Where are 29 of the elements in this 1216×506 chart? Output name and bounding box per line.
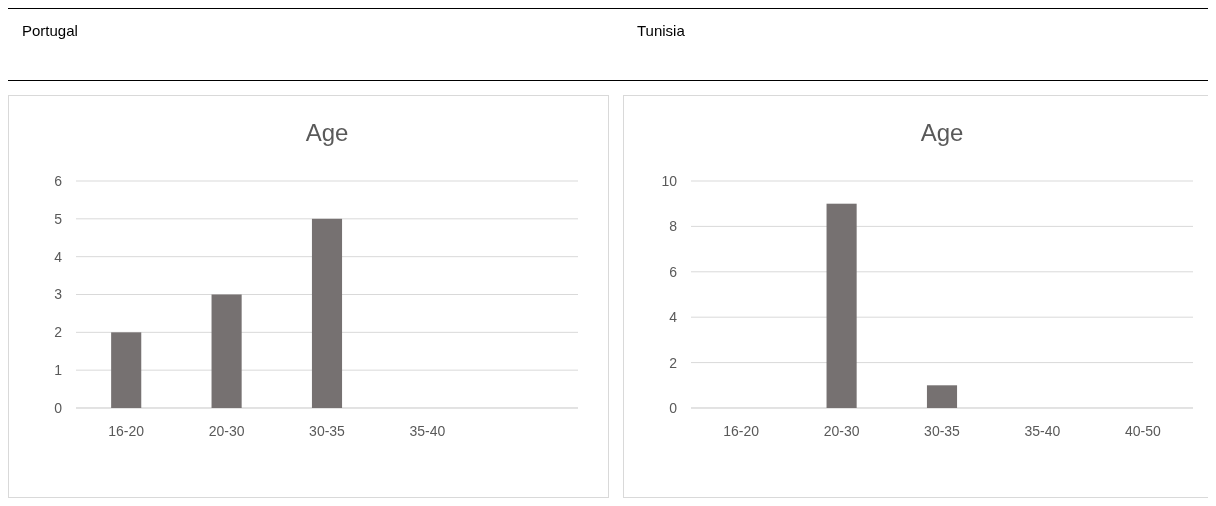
x-tick-label: 20-30 [823, 423, 860, 439]
chart-title: Age [305, 119, 349, 146]
y-tick-label: 8 [669, 218, 678, 235]
y-tick-label: 4 [669, 309, 678, 326]
y-tick-label: 2 [669, 354, 678, 371]
y-tick-label: 6 [669, 263, 678, 280]
x-tick-label: 20-30 [208, 423, 245, 439]
x-tick-label: 30-35 [924, 423, 961, 439]
x-tick-label: 35-40 [1024, 423, 1061, 439]
chart-subtitle: Tunisia [637, 22, 686, 39]
chart-subtitle: Portugal [22, 22, 78, 39]
x-tick-label: 16-20 [723, 423, 760, 439]
x-tick-label: 35-40 [409, 423, 446, 439]
y-tick-label: 6 [54, 172, 63, 189]
chart-title: Age [920, 119, 964, 146]
y-tick-label: 3 [54, 286, 63, 303]
x-tick-label: 40-50 [1124, 423, 1161, 439]
y-tick-label: 5 [54, 210, 63, 227]
bar [111, 332, 142, 408]
y-tick-label: 1 [54, 362, 63, 379]
bar [211, 294, 242, 408]
y-tick-label: 4 [54, 248, 63, 265]
x-tick-label: 16-20 [108, 423, 145, 439]
bar [311, 218, 343, 408]
x-tick-label: 30-35 [309, 423, 346, 439]
y-tick-label: 10 [661, 172, 678, 189]
y-tick-label: 2 [54, 324, 63, 341]
y-tick-label: 0 [54, 399, 63, 416]
y-tick-label: 0 [669, 399, 678, 416]
